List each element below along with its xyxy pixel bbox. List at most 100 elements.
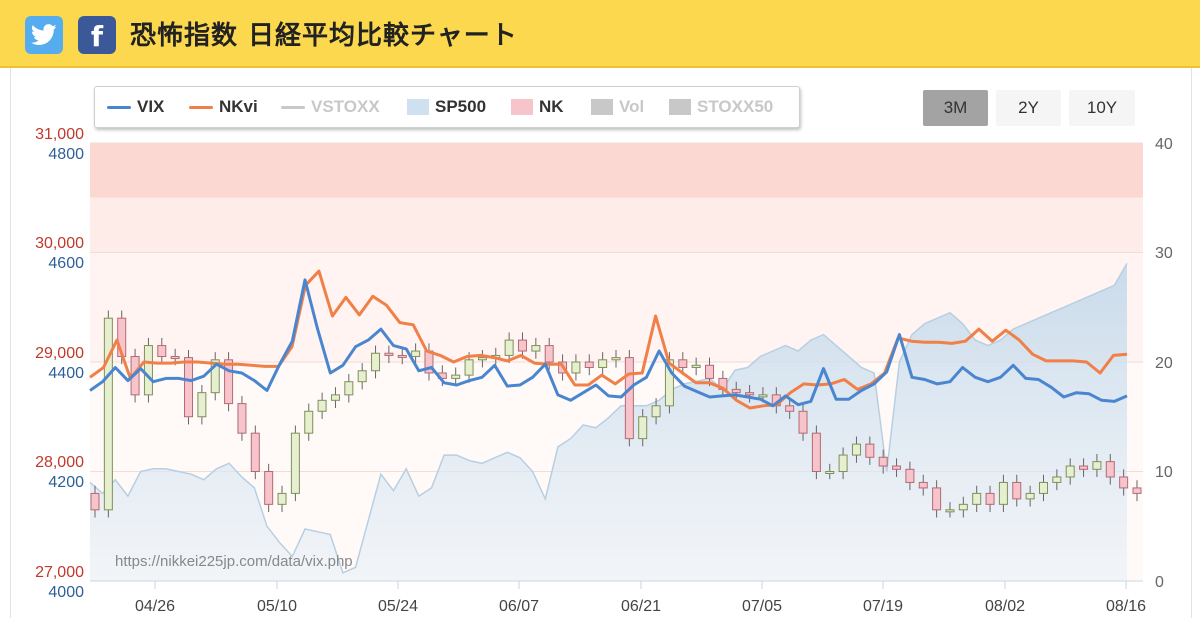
nk-candle-8 xyxy=(197,392,207,418)
nk-candle-11 xyxy=(237,403,247,434)
nk-candle-73 xyxy=(1065,465,1075,478)
vix-line xyxy=(89,278,1128,408)
nk-candle-54 xyxy=(811,432,821,472)
nk-candle-16 xyxy=(304,410,314,434)
nk-candle-44 xyxy=(678,359,688,368)
nk-candle-45 xyxy=(691,364,701,368)
nk-candle-28 xyxy=(464,359,474,376)
twitter-share-button[interactable] xyxy=(25,16,63,54)
legend-item-sp500[interactable]: SP500 xyxy=(407,96,486,118)
nk-candle-0 xyxy=(90,492,100,511)
nk-candle-63 xyxy=(932,487,942,511)
facebook-share-button[interactable]: f xyxy=(78,16,116,54)
legend-nk-box-icon xyxy=(511,99,533,115)
sp500-line xyxy=(89,263,1128,574)
nk-candle-62 xyxy=(918,481,928,489)
nk-candle-18 xyxy=(330,394,340,401)
nk-candle-5 xyxy=(157,345,167,358)
risk-band-1 xyxy=(90,197,1143,253)
nk-candle-53 xyxy=(798,410,808,434)
legend-item-nkvi[interactable]: NKvi xyxy=(189,96,258,118)
nk-axis-label-1: 30,000 xyxy=(35,235,84,252)
x-tick-label-2: 05/24 xyxy=(378,598,418,615)
x-tick-label-0: 04/26 xyxy=(135,598,175,615)
nk-candle-46 xyxy=(705,364,715,379)
nk-candle-17 xyxy=(317,399,327,412)
nk-candle-52 xyxy=(785,405,795,412)
nk-candle-27 xyxy=(451,374,461,379)
nk-candle-77 xyxy=(1119,476,1129,489)
source-credit: https://nikkei225jp.com/data/vix.php xyxy=(115,553,353,570)
nk-axis-label-0: 31,000 xyxy=(35,126,84,143)
range-button-2y[interactable]: 2Y xyxy=(996,90,1061,126)
legend-item-vix[interactable]: VIX xyxy=(107,96,164,118)
nk-candle-40 xyxy=(624,357,634,440)
x-tick-label-4: 06/21 xyxy=(621,598,661,615)
nk-axis-label-4: 27,000 xyxy=(35,564,84,581)
legend-label-nk: NK xyxy=(539,97,564,116)
nk-candle-42 xyxy=(651,405,661,418)
legend-label-sp500: SP500 xyxy=(435,97,487,116)
range-button-3m[interactable]: 3M xyxy=(923,90,988,126)
nk-candle-10 xyxy=(224,359,234,405)
legend-stoxx50-box-icon xyxy=(669,99,691,115)
nk-candle-41 xyxy=(638,416,648,440)
legend-label-vol: Vol xyxy=(619,97,645,116)
x-tick-label-1: 05/10 xyxy=(257,598,297,615)
nk-candle-37 xyxy=(584,361,594,368)
legend-label-nkvi: NKvi xyxy=(219,97,258,116)
x-tick-label-7: 08/02 xyxy=(985,598,1025,615)
nk-candle-19 xyxy=(344,381,354,396)
nk-axis-label-2: 29,000 xyxy=(35,345,84,362)
x-tick-label-3: 06/07 xyxy=(499,598,539,615)
range-button-10y[interactable]: 10Y xyxy=(1069,90,1135,126)
sp-axis-label-0: 4800 xyxy=(48,146,84,163)
nk-candle-34 xyxy=(544,345,554,363)
nk-axis-label-3: 28,000 xyxy=(35,454,84,471)
nkvi-line xyxy=(89,269,1128,410)
nk-candle-15 xyxy=(290,432,300,494)
facebook-icon: f xyxy=(90,20,104,53)
nk-candle-72 xyxy=(1052,476,1062,483)
nk-candle-21 xyxy=(371,352,381,372)
legend-label-vix: VIX xyxy=(137,97,165,116)
nk-candle-76 xyxy=(1105,461,1115,478)
nk-candle-65 xyxy=(958,503,968,511)
vix-axis-label-3: 10 xyxy=(1155,464,1173,481)
nk-candle-71 xyxy=(1038,481,1048,494)
nk-candle-68 xyxy=(998,481,1008,505)
legend-nkvi-line-icon xyxy=(189,105,213,109)
nk-candle-23 xyxy=(397,354,407,358)
legend-label-stoxx50: STOXX50 xyxy=(697,97,774,116)
nk-candle-12 xyxy=(250,432,260,472)
legend-item-vol[interactable]: Vol xyxy=(591,96,644,118)
nk-candle-9 xyxy=(210,359,220,394)
nk-candle-22 xyxy=(384,352,394,356)
nk-candle-57 xyxy=(851,443,861,456)
risk-band-0 xyxy=(90,143,1143,198)
nk-candle-60 xyxy=(892,465,902,470)
nk-candle-32 xyxy=(517,339,527,352)
nk-candle-33 xyxy=(531,345,541,352)
nk-candle-50 xyxy=(758,394,768,398)
nk-candle-70 xyxy=(1025,492,1035,500)
vix-axis-label-4: 0 xyxy=(1155,574,1164,591)
nk-candle-61 xyxy=(905,468,915,483)
nk-candle-6 xyxy=(170,356,180,360)
nk-candle-20 xyxy=(357,370,367,383)
nk-candle-29 xyxy=(477,357,487,361)
x-tick-label-5: 07/05 xyxy=(742,598,782,615)
x-tick-label-8: 08/16 xyxy=(1106,598,1146,615)
legend-item-stoxx50[interactable]: STOXX50 xyxy=(669,96,773,118)
nk-candle-38 xyxy=(598,359,608,368)
nk-candle-64 xyxy=(945,509,955,513)
nk-candle-74 xyxy=(1079,465,1089,470)
legend-vix-line-icon xyxy=(107,105,131,109)
legend-item-vstoxx[interactable]: VSTOXX xyxy=(281,96,380,118)
legend-vol-box-icon xyxy=(591,99,613,115)
twitter-icon xyxy=(31,24,57,45)
nk-candle-69 xyxy=(1012,481,1022,500)
legend-item-nk[interactable]: NK xyxy=(511,96,564,118)
nk-candle-55 xyxy=(825,471,835,474)
